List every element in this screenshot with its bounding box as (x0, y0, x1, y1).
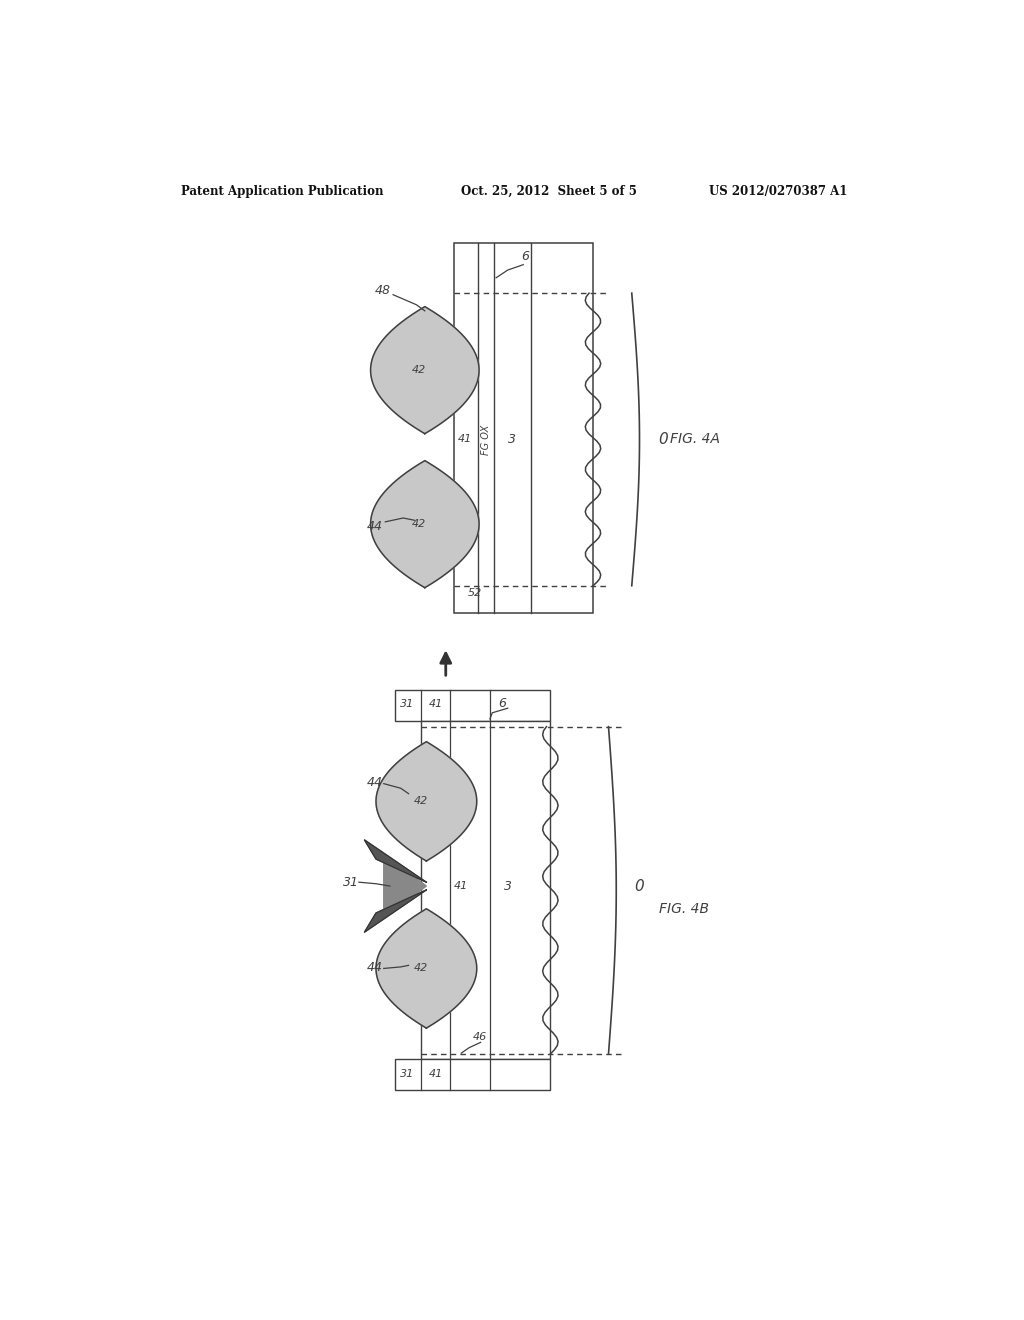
Text: 3: 3 (504, 879, 512, 892)
Polygon shape (376, 908, 477, 1028)
Bar (395, 689, 550, 721)
Text: 31: 31 (400, 700, 414, 709)
Polygon shape (365, 890, 426, 932)
Polygon shape (384, 854, 426, 919)
Text: Patent Application Publication: Patent Application Publication (180, 185, 383, 198)
Text: 3: 3 (508, 433, 516, 446)
Text: 42: 42 (412, 519, 426, 529)
Bar (454, 243, 593, 612)
Text: 44: 44 (367, 520, 383, 533)
Text: FIG. 4A: FIG. 4A (671, 433, 721, 446)
Text: 42: 42 (414, 964, 428, 973)
Bar (395, 1059, 550, 1090)
Text: 42: 42 (412, 366, 426, 375)
Text: Oct. 25, 2012  Sheet 5 of 5: Oct. 25, 2012 Sheet 5 of 5 (461, 185, 637, 198)
Text: 41: 41 (454, 880, 468, 891)
Text: 44: 44 (367, 776, 383, 789)
Text: US 2012/0270387 A1: US 2012/0270387 A1 (710, 185, 848, 198)
Text: 46: 46 (473, 1032, 487, 1041)
Text: 0: 0 (635, 879, 644, 894)
Text: 41: 41 (429, 1069, 442, 1078)
Text: FIG. 4B: FIG. 4B (658, 902, 709, 916)
Polygon shape (371, 306, 479, 434)
Polygon shape (365, 840, 426, 882)
Text: 52: 52 (467, 587, 481, 598)
Text: 42: 42 (414, 796, 428, 807)
Text: 0: 0 (657, 432, 668, 447)
Text: 31: 31 (343, 876, 359, 890)
Text: 41: 41 (429, 700, 442, 709)
Bar (421, 721, 550, 1059)
Text: FG OX: FG OX (481, 424, 492, 454)
Polygon shape (371, 461, 479, 587)
Text: 41: 41 (458, 434, 472, 445)
Text: 48: 48 (375, 284, 390, 297)
Text: 6: 6 (521, 249, 529, 263)
Text: 31: 31 (400, 1069, 414, 1078)
Text: 6: 6 (499, 697, 507, 710)
Text: 44: 44 (367, 961, 383, 974)
Polygon shape (376, 742, 477, 861)
